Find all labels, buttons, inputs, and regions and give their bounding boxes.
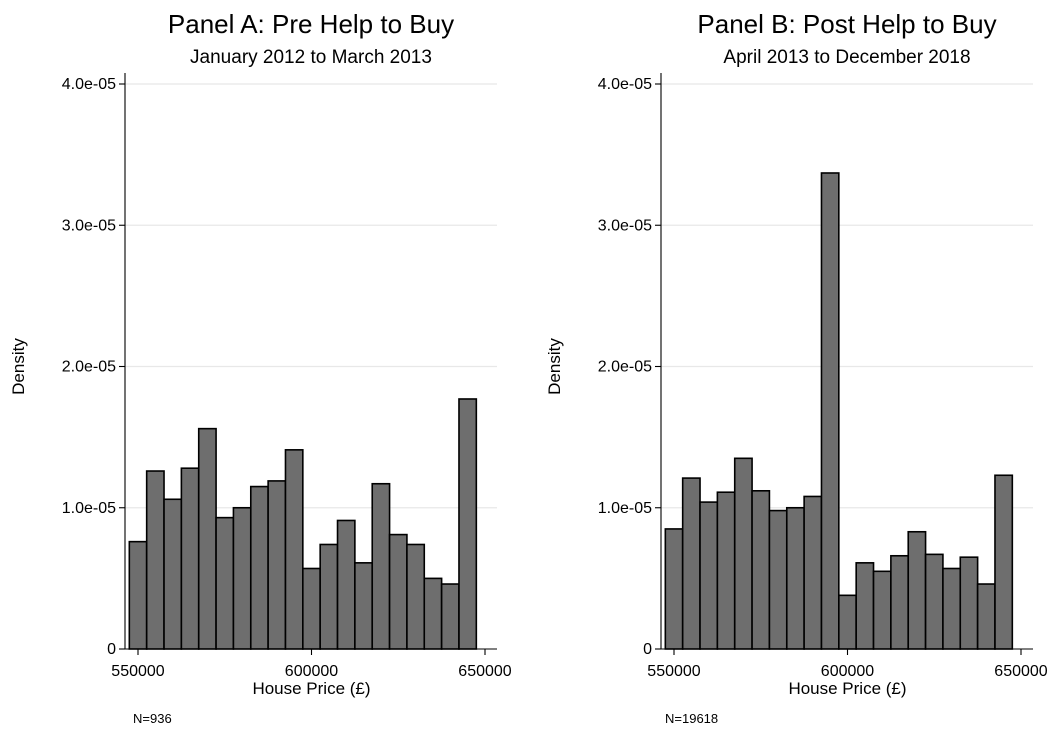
y-tick-label: 0	[643, 641, 652, 658]
histogram-bar	[215, 516, 235, 650]
y-axis-label: Density	[545, 338, 564, 395]
histogram-bar	[145, 470, 165, 650]
panel-a: Panel A: Pre Help to Buy January 2012 to …	[9, 9, 512, 726]
x-axis-label: House Price (£)	[252, 679, 370, 698]
chart-subtitle: January 2012 to March 2013	[190, 47, 432, 68]
histogram-bar	[423, 577, 443, 650]
panel-b: Panel B: Post Help to Buy April 2013 to D…	[545, 9, 1048, 726]
x-axis-label: House Price (£)	[788, 679, 906, 698]
histogram-bar	[267, 480, 287, 650]
histogram-bar	[197, 427, 217, 650]
y-tick-label: 1.0e-05	[598, 500, 652, 517]
histogram-bar	[976, 583, 996, 650]
histogram-bar	[336, 519, 356, 650]
x-tick-label: 600000	[821, 663, 874, 680]
histogram-bar	[785, 506, 805, 650]
histogram-bar	[284, 449, 304, 650]
histogram-bar	[924, 553, 944, 650]
histogram-bar	[681, 477, 701, 650]
x-tick-label: 650000	[458, 663, 511, 680]
histogram-bar	[406, 543, 426, 650]
x-tick-label: 600000	[285, 663, 338, 680]
histogram-bars	[128, 398, 478, 650]
histogram-bars	[664, 172, 1014, 650]
sample-size-note: N=19618	[665, 711, 718, 726]
histogram-bar	[388, 533, 408, 650]
histogram-bar	[716, 491, 736, 650]
y-tick-label: 1.0e-05	[62, 500, 116, 517]
histogram-bar	[440, 583, 460, 650]
histogram-bar	[249, 485, 269, 650]
histogram-bar	[180, 467, 200, 650]
histogram-bar	[302, 567, 321, 650]
histogram-bar	[354, 562, 374, 650]
histogram-bar	[942, 567, 962, 650]
histogram-bar	[232, 506, 252, 650]
histogram-bar	[751, 489, 771, 650]
histogram-bar	[803, 495, 823, 650]
y-tick-label: 3.0e-05	[62, 217, 116, 234]
histogram-bar	[458, 398, 478, 650]
y-tick-label: 3.0e-05	[598, 217, 652, 234]
histogram-bar	[994, 474, 1014, 650]
chart-title: Panel A: Pre Help to Buy	[168, 9, 454, 39]
y-tick-label: 4.0e-05	[62, 76, 116, 93]
histogram-bar	[890, 554, 910, 650]
y-tick-label: 0	[107, 641, 116, 658]
histogram-bar	[838, 594, 857, 650]
sample-size-note: N=936	[133, 711, 172, 726]
chart-title: Panel B: Post Help to Buy	[697, 9, 996, 39]
histogram-bar	[128, 540, 148, 650]
histogram-bar	[319, 543, 339, 650]
histogram-bar	[699, 501, 719, 650]
histogram-bar	[163, 498, 183, 650]
x-tick-label: 650000	[994, 663, 1047, 680]
histogram-bar	[733, 457, 753, 650]
x-tick-label: 550000	[111, 663, 164, 680]
y-tick-label: 2.0e-05	[598, 359, 652, 376]
histogram-bar	[855, 562, 875, 650]
histogram-bar	[872, 570, 892, 650]
histogram-bar	[768, 509, 788, 650]
y-axis-label: Density	[9, 338, 28, 395]
x-tick-label: 550000	[647, 663, 700, 680]
histogram-bar	[664, 528, 684, 650]
y-tick-label: 2.0e-05	[62, 359, 116, 376]
histogram-bar	[820, 172, 840, 650]
histogram-bar	[907, 530, 927, 650]
histogram-bar	[959, 556, 979, 650]
histogram-bar	[371, 482, 391, 650]
y-tick-label: 4.0e-05	[598, 76, 652, 93]
chart-subtitle: April 2013 to December 2018	[723, 47, 970, 68]
